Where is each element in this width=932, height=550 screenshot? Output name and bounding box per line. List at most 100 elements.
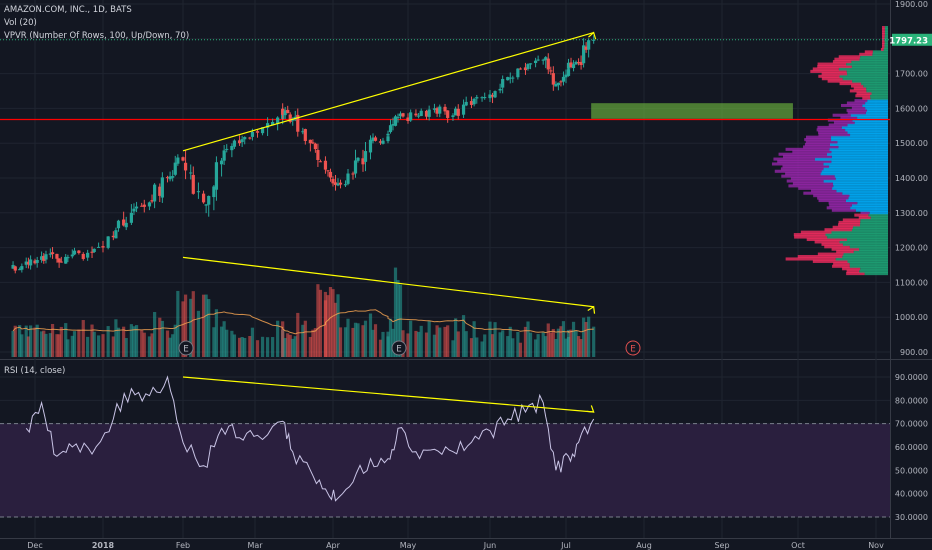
profile-down-bar bbox=[813, 194, 850, 198]
volume-bar bbox=[469, 338, 474, 357]
profile-down-bar bbox=[880, 47, 884, 52]
profile-up-bar bbox=[829, 147, 888, 151]
candle-body bbox=[454, 108, 458, 116]
profile-down-bar bbox=[853, 86, 867, 91]
profile-down-bar bbox=[774, 169, 822, 173]
candle-body bbox=[541, 59, 545, 61]
candle-body bbox=[336, 183, 340, 186]
rsi-axis-label: 90.0000 bbox=[895, 373, 928, 382]
volume-bar bbox=[255, 340, 260, 357]
candle-body bbox=[50, 252, 55, 255]
symbol-legend[interactable]: AMAZON.COM, INC., 1D, BATS bbox=[4, 5, 132, 15]
profile-up-bar bbox=[866, 89, 888, 93]
profile-up-bar bbox=[855, 208, 888, 212]
profile-down-bar bbox=[840, 103, 863, 108]
candle-body bbox=[147, 202, 152, 207]
volume-legend[interactable]: Vol (20) bbox=[4, 18, 37, 28]
volume-bar bbox=[92, 331, 96, 357]
last-price-badge-bg bbox=[892, 33, 932, 46]
profile-down-bar bbox=[839, 82, 862, 86]
profile-down-bar bbox=[780, 167, 824, 171]
profile-up-bar bbox=[814, 157, 888, 161]
vpvr-legend[interactable]: VPVR (Number Of Rows, 100, Up/Down, 70) bbox=[4, 31, 190, 41]
candle-body bbox=[528, 63, 533, 65]
volume-bar bbox=[549, 332, 553, 357]
candle-body bbox=[308, 139, 312, 144]
price-axis-label: 900.00 bbox=[900, 348, 928, 357]
volume-bar bbox=[20, 334, 24, 357]
profile-up-bar bbox=[847, 130, 888, 134]
profile-down-bar bbox=[882, 45, 885, 49]
profile-up-bar bbox=[838, 67, 888, 71]
candle-body bbox=[207, 195, 211, 205]
profile-up-bar bbox=[848, 196, 888, 200]
volume-bar bbox=[579, 339, 583, 357]
volume-bar bbox=[303, 320, 307, 357]
time-axis-label: Aug bbox=[636, 541, 652, 550]
candle-body bbox=[506, 77, 510, 81]
candle-body bbox=[265, 123, 270, 128]
candle-body bbox=[160, 177, 164, 198]
profile-down-bar bbox=[832, 264, 850, 268]
profile-up-bar bbox=[872, 50, 888, 54]
candle-body bbox=[134, 206, 139, 209]
candle-body bbox=[140, 205, 144, 207]
volume-bar bbox=[566, 336, 571, 357]
volume-bar bbox=[248, 336, 252, 357]
candle-body bbox=[566, 62, 571, 69]
profile-up-bar bbox=[831, 138, 888, 142]
candle-body bbox=[116, 220, 121, 229]
volume-bar bbox=[592, 326, 596, 357]
profile-down-bar bbox=[828, 201, 858, 205]
candle-body bbox=[526, 64, 530, 69]
volume-bar bbox=[534, 339, 538, 357]
profile-down-bar bbox=[817, 196, 849, 200]
profile-up-bar bbox=[865, 111, 888, 115]
candle-body bbox=[243, 137, 247, 140]
candle-body bbox=[554, 84, 558, 87]
candle-body bbox=[13, 266, 17, 271]
price-axis-label: 1300.00 bbox=[895, 209, 928, 218]
profile-down-bar bbox=[817, 252, 844, 256]
profile-down-bar bbox=[849, 89, 867, 93]
profile-up-bar bbox=[883, 47, 888, 52]
candle-body bbox=[214, 162, 219, 190]
profile-down-bar bbox=[860, 211, 870, 215]
profile-down-bar bbox=[818, 133, 851, 137]
candle-body bbox=[171, 176, 175, 178]
profile-up-bar bbox=[839, 74, 888, 78]
candle-body bbox=[64, 256, 68, 264]
volume-bar bbox=[293, 336, 297, 357]
volume-bar bbox=[435, 325, 439, 357]
profile-down-bar bbox=[855, 94, 871, 98]
candle-body bbox=[356, 157, 360, 161]
profile-up-bar bbox=[866, 108, 888, 112]
candle-body bbox=[323, 162, 328, 170]
candle-body bbox=[81, 253, 85, 259]
profile-down-bar bbox=[826, 206, 851, 210]
candle-body bbox=[20, 266, 24, 270]
profile-up-bar bbox=[832, 186, 888, 190]
volume-bar bbox=[526, 321, 530, 357]
volume-bar bbox=[551, 328, 555, 357]
candle-body bbox=[316, 150, 320, 160]
profile-down-bar bbox=[792, 150, 832, 154]
volume-bar bbox=[291, 338, 295, 357]
profile-down-bar bbox=[817, 64, 852, 69]
rsi-legend[interactable]: RSI (14, close) bbox=[4, 366, 66, 376]
profile-down-bar bbox=[818, 74, 840, 78]
profile-up-bar bbox=[849, 262, 888, 266]
volume-bar bbox=[582, 317, 586, 357]
time-axis-label: Mar bbox=[247, 541, 263, 550]
candle-body bbox=[571, 64, 576, 69]
profile-up-bar bbox=[849, 194, 888, 198]
profile-down-bar bbox=[834, 57, 860, 61]
candle-body bbox=[446, 110, 450, 118]
volume-bar bbox=[196, 310, 201, 357]
candle-body bbox=[288, 114, 292, 122]
volume-bar bbox=[106, 326, 110, 357]
candle-body bbox=[338, 182, 343, 185]
profile-up-bar bbox=[884, 43, 888, 47]
profile-up-bar bbox=[872, 52, 888, 56]
